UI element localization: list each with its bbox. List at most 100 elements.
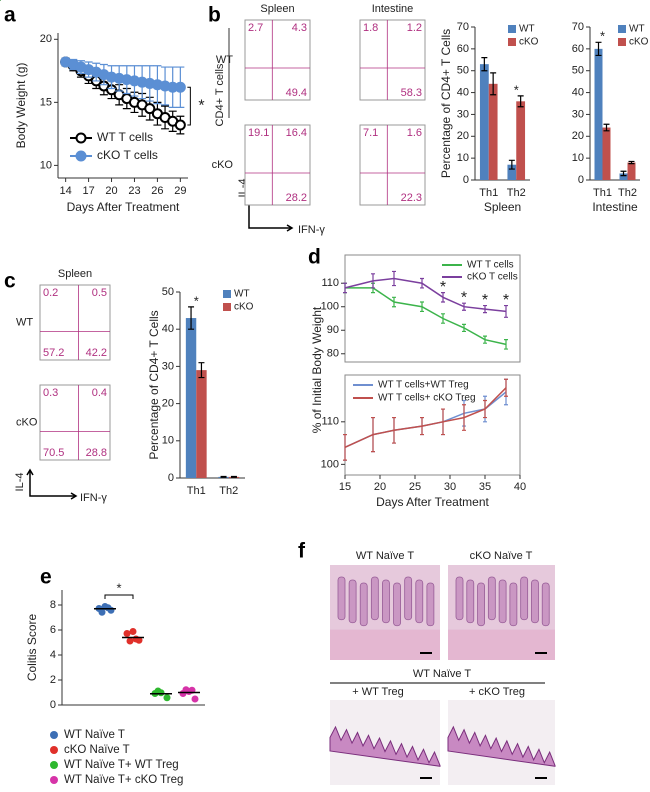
legend-label: cKO bbox=[629, 37, 649, 48]
y-tick-label: 40 bbox=[457, 86, 469, 98]
crypt bbox=[487, 576, 496, 621]
y-tick-label: 0 bbox=[168, 472, 174, 484]
error-bar bbox=[420, 416, 424, 436]
y-tick-label: 70 bbox=[572, 21, 584, 33]
crypt bbox=[520, 576, 529, 621]
crypt bbox=[498, 579, 507, 624]
legend-label: WT bbox=[629, 24, 645, 35]
data-point bbox=[182, 686, 190, 694]
quadrant-percent: 28.2 bbox=[286, 192, 307, 204]
plot-frame bbox=[359, 19, 426, 101]
error-bar bbox=[371, 416, 375, 453]
error-bar bbox=[371, 273, 375, 289]
x-tick-label: 30 bbox=[444, 481, 456, 493]
error-bar bbox=[504, 378, 508, 397]
flow-event bbox=[0, 0, 1, 1]
x-marker-label: IFN-γ bbox=[80, 492, 107, 504]
series-line bbox=[345, 287, 507, 346]
x-axis-label: Spleen bbox=[484, 200, 521, 214]
flow-plot: 7.1 1.6 22.3 bbox=[0, 0, 426, 206]
arrow-head bbox=[26, 468, 78, 500]
y-tick-label: 40 bbox=[572, 86, 584, 98]
crypt bbox=[404, 576, 413, 621]
panel-letter: c bbox=[4, 270, 16, 293]
legend-label: WT bbox=[519, 24, 535, 35]
y-tick-label: 40 bbox=[162, 323, 174, 335]
quadrant-percent: 22.3 bbox=[401, 192, 422, 204]
error-bar bbox=[441, 292, 445, 303]
legend-label: WT Naïve T+ WT Treg bbox=[64, 759, 179, 771]
error-bar bbox=[198, 362, 205, 379]
panel-letter: b bbox=[208, 4, 221, 27]
quadrant-percent: 4.3 bbox=[292, 22, 307, 34]
quadrant-percent: 16.4 bbox=[286, 127, 307, 139]
error-bar bbox=[490, 72, 497, 96]
quadrant-percent: 0.2 bbox=[43, 287, 58, 299]
error-bar bbox=[343, 282, 347, 294]
flow-plot: 1.8 1.2 58.3 bbox=[0, 0, 426, 101]
y-tick-label: 4 bbox=[50, 649, 56, 661]
legend-label: cKO bbox=[234, 302, 254, 313]
quadrant-percent: 7.1 bbox=[363, 127, 378, 139]
series-line bbox=[344, 387, 507, 448]
x-tick-label: 20 bbox=[105, 185, 117, 197]
legend-label: WT Naïve T bbox=[64, 729, 125, 741]
crypt bbox=[531, 579, 539, 624]
significance-star: * bbox=[440, 279, 446, 296]
y-axis-label: Percentage of CD4+ T Cells bbox=[147, 310, 161, 459]
muscle-layer bbox=[448, 629, 555, 660]
quadrant-percent: 0.4 bbox=[92, 387, 107, 399]
image-label: + WT Treg bbox=[352, 686, 403, 698]
y-tick-label: 110 bbox=[321, 277, 339, 289]
chart: 0 2 4 6 8 Colitis Score WT Naïve T cKO Naïve T W… bbox=[25, 580, 205, 786]
quadrant-percent: 42.2 bbox=[86, 347, 107, 359]
significance-star: * bbox=[194, 293, 199, 308]
legend-swatch bbox=[618, 38, 626, 46]
y-tick-label: 8 bbox=[50, 599, 56, 611]
error-bar bbox=[462, 302, 466, 311]
bar bbox=[619, 173, 628, 180]
histology-image bbox=[330, 565, 440, 660]
y-tick-label: 10 bbox=[162, 435, 174, 447]
y-tick-label: 10 bbox=[40, 159, 52, 171]
panel-letter: a bbox=[4, 4, 16, 27]
x-tick-label: 20 bbox=[374, 481, 386, 493]
error-bar bbox=[392, 270, 396, 287]
error-bar bbox=[481, 57, 488, 72]
plot-frame bbox=[244, 19, 311, 101]
quadrant-percent: 58.3 bbox=[401, 87, 422, 99]
x-tick-label: 29 bbox=[174, 185, 186, 197]
point-marker bbox=[174, 81, 186, 93]
y-tick-label: 15 bbox=[40, 96, 52, 108]
column-label: Intestine bbox=[372, 3, 414, 15]
legend-swatch bbox=[618, 25, 626, 33]
legend-swatch bbox=[508, 25, 516, 33]
x-tick-label: 15 bbox=[339, 481, 351, 493]
bar bbox=[196, 370, 207, 478]
x-marker-label: IFN-γ bbox=[298, 224, 325, 236]
flow-plot: 0.2 0.5 57.2 42.2 bbox=[0, 0, 111, 361]
group-label: WT Naïve T bbox=[413, 668, 472, 680]
image-label: cKO Naïve T bbox=[470, 550, 533, 562]
error-bar bbox=[420, 277, 424, 289]
quadrant-percent: 19.1 bbox=[248, 127, 269, 139]
point-marker bbox=[174, 119, 186, 131]
panel-letter: d bbox=[308, 246, 321, 269]
crypt bbox=[415, 579, 424, 624]
y-tick-label: 0 bbox=[50, 699, 56, 711]
y-tick-label: 0 bbox=[463, 174, 469, 186]
chart: 0 10 20 30 40 50 60 70 Percentage of CD4+ T Cell… bbox=[439, 21, 538, 214]
x-tick-label: 17 bbox=[82, 185, 94, 197]
panel-letter: f bbox=[298, 540, 306, 563]
legend-label: WT T cells bbox=[467, 260, 514, 271]
y-axis-label: % of Initial Body Weight bbox=[310, 306, 324, 433]
bar bbox=[185, 318, 197, 478]
y-tick-label: 50 bbox=[457, 65, 469, 77]
legend-label: cKO T cells bbox=[467, 272, 518, 283]
crypt bbox=[359, 582, 368, 627]
x-tick-label: Th2 bbox=[618, 187, 637, 199]
bar bbox=[602, 127, 611, 180]
